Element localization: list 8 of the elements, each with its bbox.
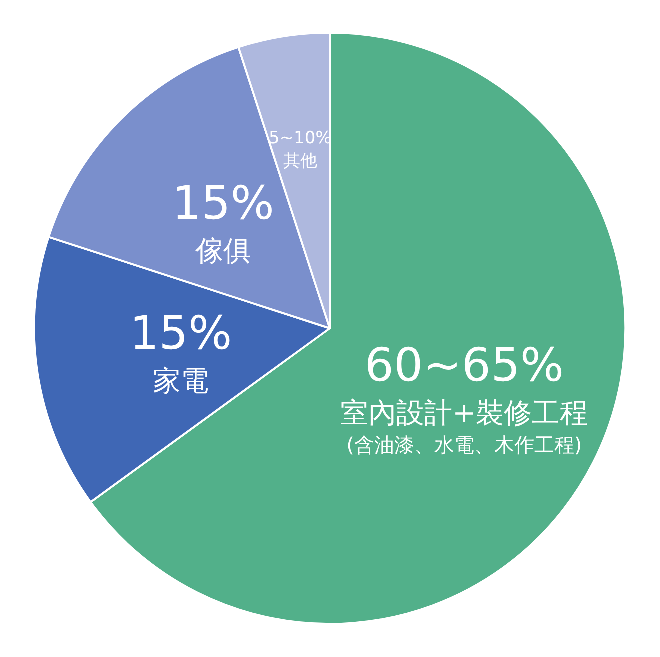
- data-label: 5~10%: [268, 128, 332, 149]
- slice-label: 室內設計+裝修工程 (含油漆、水電、木作工程): [340, 396, 588, 457]
- slice-label: 其他: [283, 152, 318, 172]
- slice-label: 家電: [153, 364, 210, 398]
- data-label: 15%: [172, 176, 274, 230]
- slice-label: 傢俱: [194, 234, 252, 268]
- data-label: 15%: [130, 306, 232, 360]
- data-label: 60~65%: [364, 338, 564, 392]
